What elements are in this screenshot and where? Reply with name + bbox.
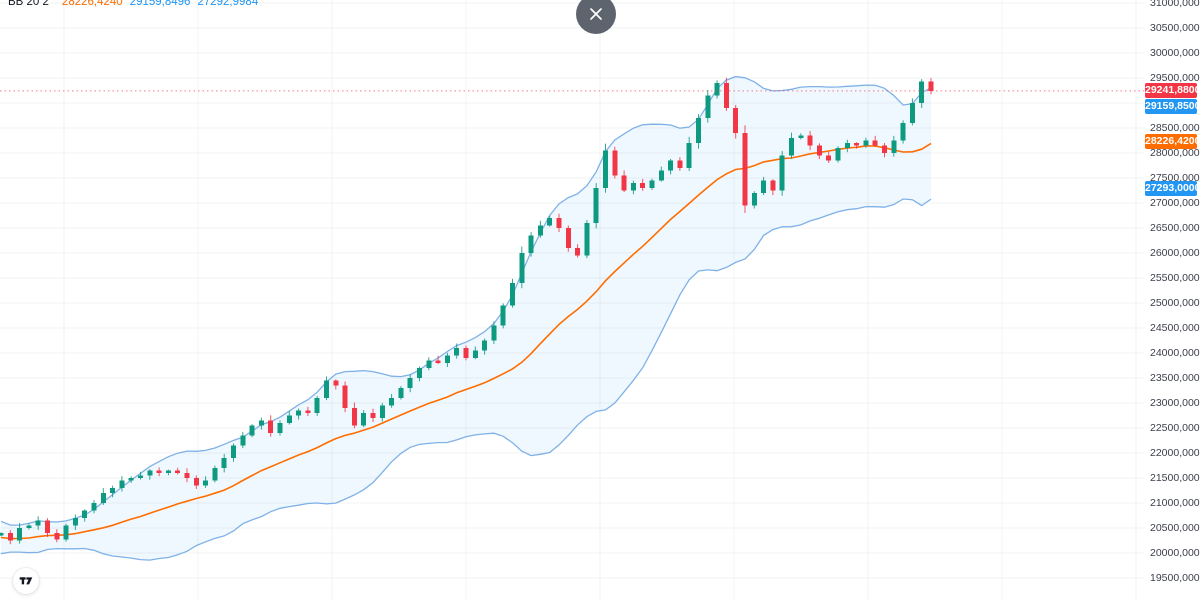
tradingview-logo[interactable]	[13, 568, 39, 594]
price-tick-label: 21500,0000	[1150, 471, 1200, 484]
indicator-basis-value: 28226,4240	[61, 0, 123, 8]
candles	[0, 77, 934, 545]
price-tick-label: 21000,0000	[1150, 496, 1200, 509]
price-tick-label: 25500,0000	[1150, 271, 1200, 284]
price-badge: 29241,8800	[1145, 83, 1200, 99]
bollinger-upper-line	[0, 75, 932, 526]
price-tick-label: 22000,0000	[1150, 446, 1200, 459]
price-tick-label: 23500,0000	[1150, 371, 1200, 384]
price-tick-label: 20000,0000	[1150, 546, 1200, 559]
price-axis[interactable]: 31000,0000 30500,0000 30000,0000 29500,0000…	[1144, 0, 1200, 600]
bollinger-lower-line	[0, 198, 932, 561]
price-tick-label: 31000,0000	[1150, 0, 1200, 9]
price-tick-label: 28000,0000	[1150, 146, 1200, 159]
indicator-title: BB 20 2	[8, 0, 49, 8]
price-tick-label: 30000,0000	[1150, 46, 1200, 59]
price-tick-label: 26000,0000	[1150, 246, 1200, 259]
price-tick-label: 28500,0000	[1150, 121, 1200, 134]
price-badge: 27293,0000	[1145, 180, 1200, 196]
price-tick-label: 20500,0000	[1150, 521, 1200, 534]
candlestick-chart-canvas[interactable]	[0, 0, 1144, 600]
price-tick-label: 30500,0000	[1150, 21, 1200, 34]
price-tick-label: 27500,0000	[1150, 171, 1200, 184]
indicator-lower-value: 27292,9984	[197, 0, 259, 8]
price-tick-label: 23000,0000	[1150, 396, 1200, 409]
price-tick-label: 27000,0000	[1150, 196, 1200, 209]
close-button[interactable]	[576, 0, 616, 34]
grid-lines	[0, 0, 1144, 600]
price-tick-label: 19500,0000	[1150, 571, 1200, 584]
indicator-legend[interactable]: BB 20 2 28226,4240 29159,8496 27292,9984	[8, 0, 258, 9]
price-badge: 29159,8500	[1145, 98, 1200, 114]
bollinger-basis-line	[0, 142, 932, 540]
price-tick-label: 24500,0000	[1150, 321, 1200, 334]
tradingview-logo-icon	[19, 577, 33, 585]
bollinger-fill	[1, 76, 931, 561]
close-icon	[590, 8, 602, 20]
price-tick-label: 29500,0000	[1150, 71, 1200, 84]
price-tick-label: 25000,0000	[1150, 296, 1200, 309]
indicator-upper-value: 29159,8496	[129, 0, 191, 8]
price-tick-label: 26500,0000	[1150, 221, 1200, 234]
price-tick-label: 22500,0000	[1150, 421, 1200, 434]
price-badge: 28226,4200	[1145, 134, 1200, 150]
price-tick-label: 24000,0000	[1150, 346, 1200, 359]
